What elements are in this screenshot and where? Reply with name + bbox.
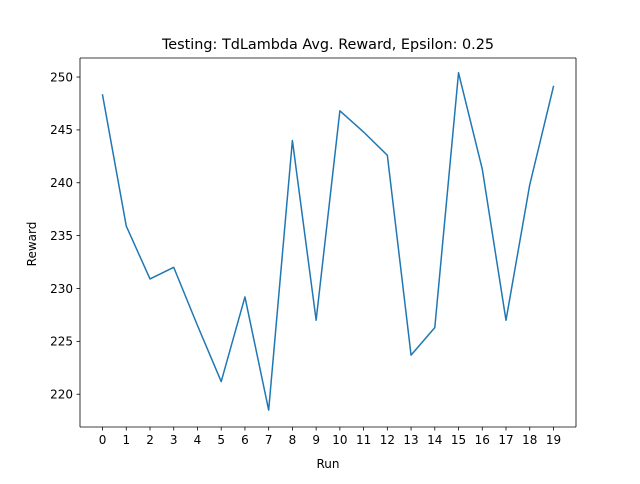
x-tick-label: 1 [122, 433, 130, 447]
y-tick-label: 225 [50, 335, 73, 349]
chart-title: Testing: TdLambda Avg. Reward, Epsilon: … [161, 37, 494, 53]
x-tick-label: 3 [170, 433, 178, 447]
x-tick-label: 18 [522, 433, 537, 447]
x-tick-label: 17 [498, 433, 513, 447]
x-tick-label: 12 [380, 433, 395, 447]
x-tick-label: 11 [356, 433, 371, 447]
x-tick-label: 16 [475, 433, 490, 447]
x-tick-label: 10 [332, 433, 347, 447]
x-tick-label: 14 [427, 433, 442, 447]
x-tick-label: 6 [241, 433, 249, 447]
x-axis-label: Run [316, 457, 339, 471]
x-tick-label: 15 [451, 433, 466, 447]
x-tick-label: 13 [403, 433, 418, 447]
x-tick-label: 4 [194, 433, 202, 447]
y-tick-label: 220 [50, 388, 73, 402]
y-axis-label: Reward [25, 222, 39, 267]
x-tick-label: 9 [312, 433, 320, 447]
y-tick-label: 245 [50, 123, 73, 137]
x-tick-label: 19 [546, 433, 561, 447]
y-tick-label: 240 [50, 176, 73, 190]
x-tick-label: 2 [146, 433, 154, 447]
x-tick-label: 5 [217, 433, 225, 447]
y-tick-label: 230 [50, 282, 73, 296]
x-tick-label: 0 [99, 433, 107, 447]
x-tick-label: 7 [265, 433, 273, 447]
x-tick-label: 8 [289, 433, 297, 447]
y-tick-label: 235 [50, 229, 73, 243]
y-tick-label: 250 [50, 70, 73, 84]
